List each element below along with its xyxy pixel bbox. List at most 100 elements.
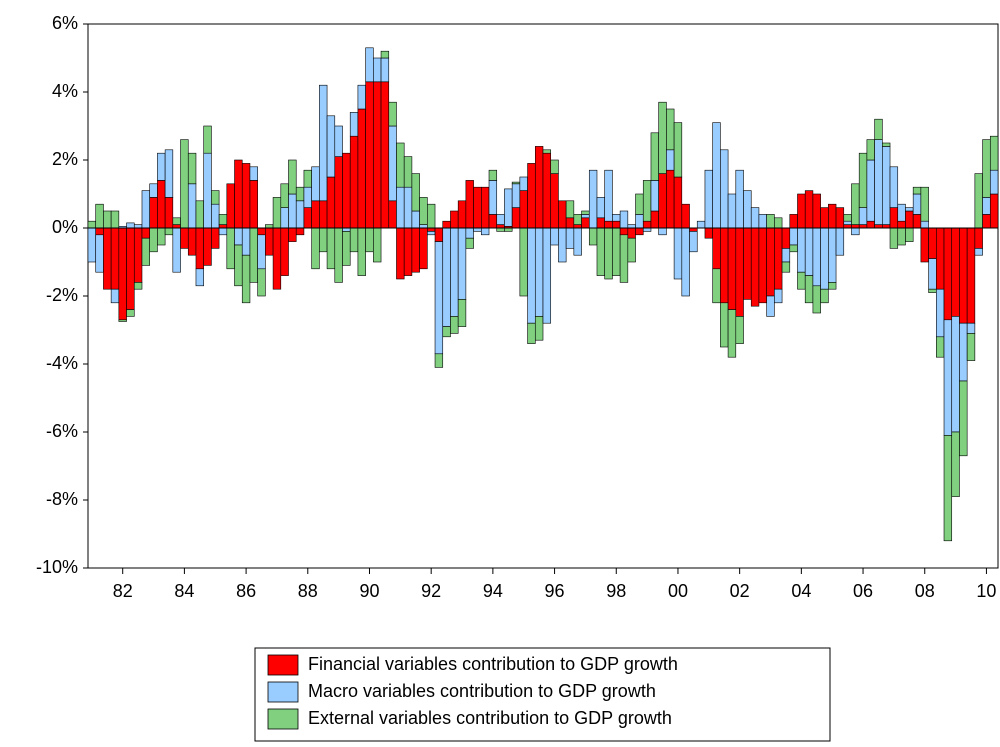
x-tick-label: 82: [113, 581, 133, 601]
bar-segment: [966, 227, 976, 324]
bar-segment: [288, 159, 297, 195]
bar-segment: [434, 353, 444, 368]
bar-segment: [920, 220, 929, 229]
bar-segment: [550, 227, 559, 246]
bar-segment: [735, 227, 744, 317]
bar-segment: [234, 159, 243, 229]
bar-segment: [774, 217, 783, 229]
y-tick-label: 0%: [52, 217, 78, 237]
bar-segment: [989, 135, 999, 171]
bar-segment: [110, 288, 120, 304]
bar-segment: [936, 336, 945, 358]
bar-segment: [720, 302, 729, 348]
bar-segment: [141, 237, 150, 266]
bar-segment: [774, 227, 783, 290]
bar-segment: [203, 227, 212, 266]
bar-segment: [149, 183, 158, 198]
bar-segment: [943, 435, 953, 542]
bar-segment: [511, 207, 521, 229]
bar-segment: [689, 227, 698, 232]
bar-segment: [882, 142, 891, 147]
bar-segment: [673, 227, 683, 280]
bar-segment: [481, 186, 490, 229]
bar-segment: [226, 183, 235, 229]
bar-segment: [396, 227, 405, 280]
bar-segment: [666, 169, 675, 229]
legend-label: Macro variables contribution to GDP grow…: [308, 681, 656, 701]
bar-segment: [311, 166, 320, 202]
bar-segment: [403, 186, 413, 229]
bar-segment: [234, 244, 243, 287]
bar-segment: [511, 181, 521, 185]
bar-segment: [642, 180, 652, 222]
y-tick-label: 6%: [52, 13, 78, 33]
bar-segment: [288, 227, 297, 242]
bar-segment: [720, 149, 729, 229]
x-tick-label: 88: [298, 581, 318, 601]
bar-segment: [874, 139, 883, 225]
bar-segment: [666, 108, 675, 151]
bar-segment: [411, 210, 420, 229]
bar-segment: [820, 288, 829, 304]
bar-segment: [858, 207, 868, 225]
bar-segment: [612, 227, 621, 276]
bar-segment: [658, 101, 667, 174]
bar-segment: [828, 227, 837, 283]
bar-segment: [180, 139, 189, 229]
bar-segment: [527, 163, 536, 229]
bar-segment: [642, 220, 652, 229]
bar-segment: [951, 431, 960, 497]
bar-segment: [804, 190, 814, 229]
bar-segment: [789, 214, 798, 229]
bar-segment: [265, 227, 274, 256]
bar-segment: [496, 214, 505, 225]
bar-segment: [319, 84, 328, 202]
bar-segment: [488, 180, 498, 215]
bar-segment: [912, 214, 922, 229]
bar-segment: [920, 186, 929, 222]
bar-segment: [180, 227, 189, 249]
bar-segment: [658, 173, 667, 229]
bar-segment: [342, 231, 351, 266]
bar-segment: [905, 210, 914, 229]
bar-segment: [820, 207, 829, 229]
bar-segment: [905, 207, 914, 212]
bar-segment: [141, 190, 150, 229]
bar-segment: [133, 282, 143, 290]
bar-segment: [211, 203, 220, 229]
bar-segment: [812, 193, 821, 229]
bar-segment: [843, 214, 852, 222]
bar-segment: [342, 227, 351, 232]
bar-segment: [241, 254, 251, 304]
bar-segment: [172, 224, 181, 229]
bar-segment: [612, 214, 621, 222]
bar-segment: [982, 214, 991, 229]
bar-segment: [573, 224, 582, 229]
bar-segment: [612, 220, 621, 229]
bar-segment: [920, 227, 929, 263]
bar-segment: [326, 115, 336, 178]
x-tick-label: 08: [915, 581, 935, 601]
bar-segment: [573, 227, 582, 256]
bar-segment: [951, 316, 960, 433]
bar-segment: [804, 275, 814, 304]
bar-segment: [989, 169, 999, 195]
bar-segment: [411, 227, 420, 273]
x-tick-label: 06: [853, 581, 873, 601]
bar-segment: [164, 197, 174, 229]
bar-segment: [442, 227, 451, 327]
bar-segment: [519, 190, 528, 229]
bar-segment: [966, 333, 976, 361]
bar-segment: [542, 152, 552, 229]
bar-segment: [365, 227, 374, 253]
bar-segment: [627, 237, 636, 263]
bar-segment: [982, 139, 991, 198]
bar-segment: [357, 227, 366, 276]
bar-segment: [843, 220, 852, 225]
bar-segment: [126, 227, 135, 310]
bar-segment: [419, 197, 428, 225]
bar-segment: [650, 180, 659, 212]
bar-segment: [989, 193, 999, 229]
bar-segment: [280, 227, 289, 276]
bar-segment: [565, 200, 575, 219]
